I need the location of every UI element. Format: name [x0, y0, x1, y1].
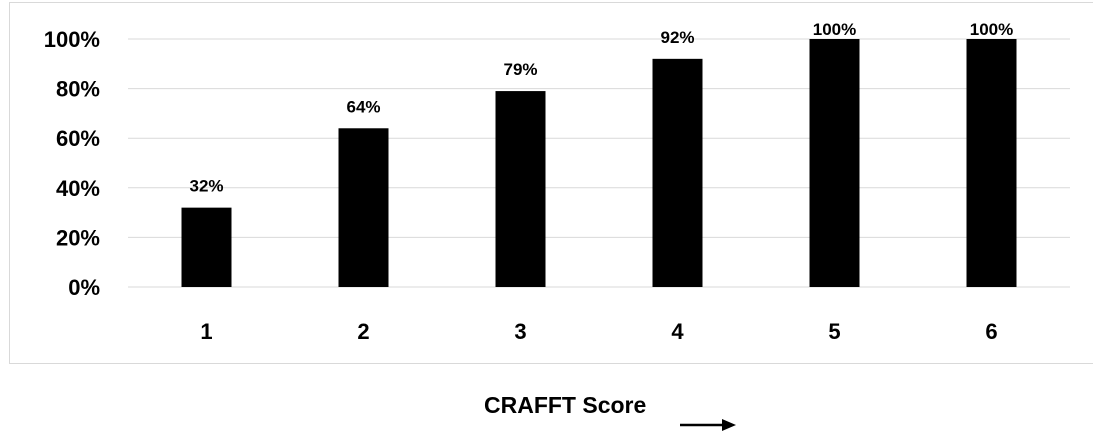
x-axis-title: CRAFFT Score	[484, 392, 647, 418]
gridlines	[128, 38, 1070, 288]
y-tick-label: 100%	[44, 27, 100, 52]
data-label: 32%	[189, 177, 223, 196]
data-label: 100%	[813, 20, 856, 39]
y-tick-label: 80%	[56, 77, 100, 102]
chart-area	[9, 2, 1093, 364]
y-tick-label: 60%	[56, 126, 100, 151]
bar	[966, 39, 1017, 287]
y-tick-label: 20%	[56, 225, 100, 250]
x-axis-title-area: CRAFFT Score	[0, 390, 1093, 431]
bar-chart: 0%20%40%60%80%100% 32%64%79%92% 100% 100% …	[44, 20, 1070, 344]
bar	[495, 91, 546, 287]
data-label: 64%	[346, 97, 380, 116]
x-tick-label: 4	[671, 319, 684, 344]
bars	[181, 39, 1017, 288]
y-axis-tick-labels: 0% 20% 40% 60% 80% 100%	[44, 27, 100, 300]
y-tick-label: 0%	[68, 275, 100, 300]
right-arrow-icon	[680, 419, 736, 431]
bar	[809, 39, 860, 287]
data-labels: 32% 64% 79% 92% 100% 100%	[189, 20, 1013, 196]
data-label: 79%	[503, 60, 537, 79]
x-tick-label: 1	[200, 319, 212, 344]
bar	[181, 207, 232, 287]
x-tick-label: 6	[985, 319, 997, 344]
bar	[652, 58, 703, 288]
data-label: 92%	[660, 28, 694, 47]
bar	[338, 128, 389, 287]
y-tick-label: 40%	[56, 176, 100, 201]
data-label: 100%	[970, 20, 1013, 39]
x-axis-tick-labels: 1 2 3 4 5 6	[200, 319, 997, 344]
x-tick-label: 3	[514, 319, 526, 344]
x-tick-label: 2	[357, 319, 369, 344]
x-tick-label: 5	[828, 319, 840, 344]
